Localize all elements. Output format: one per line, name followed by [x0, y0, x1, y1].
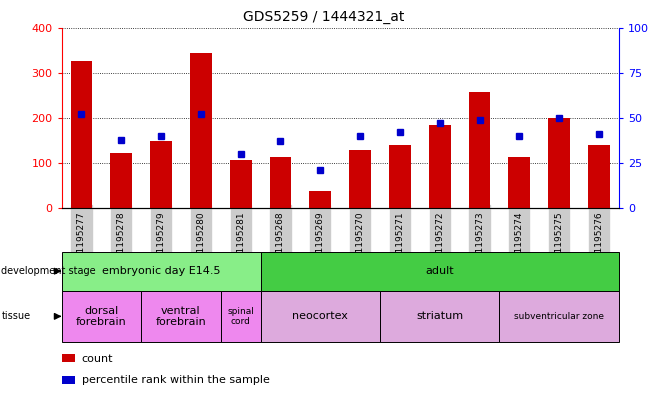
- Bar: [62, 376, 75, 384]
- Text: dorsal
forebrain: dorsal forebrain: [76, 306, 127, 327]
- Text: percentile rank within the sample: percentile rank within the sample: [82, 375, 270, 386]
- Text: GDS5259 / 1444321_at: GDS5259 / 1444321_at: [243, 10, 405, 24]
- Bar: [141, 291, 221, 342]
- Bar: [62, 252, 260, 291]
- Text: tissue: tissue: [1, 311, 30, 321]
- Bar: [548, 118, 570, 208]
- Bar: [260, 252, 619, 291]
- Text: adult: adult: [425, 266, 454, 276]
- Text: subventricular zone: subventricular zone: [514, 312, 604, 321]
- Bar: [260, 291, 380, 342]
- Bar: [110, 153, 132, 208]
- Bar: [270, 157, 292, 208]
- Bar: [380, 291, 500, 342]
- Bar: [349, 149, 371, 208]
- Bar: [71, 61, 93, 208]
- Bar: [62, 354, 75, 362]
- Text: spinal
cord: spinal cord: [227, 307, 254, 326]
- Bar: [500, 291, 619, 342]
- Bar: [309, 191, 331, 208]
- Text: development stage: development stage: [1, 266, 96, 276]
- Bar: [429, 125, 450, 208]
- Bar: [469, 92, 491, 208]
- Text: striatum: striatum: [416, 311, 463, 321]
- Bar: [389, 145, 411, 208]
- Text: embryonic day E14.5: embryonic day E14.5: [102, 266, 220, 276]
- Bar: [190, 53, 212, 208]
- Bar: [221, 291, 260, 342]
- Text: count: count: [82, 354, 113, 364]
- Bar: [150, 141, 172, 208]
- Text: neocortex: neocortex: [292, 311, 348, 321]
- Bar: [230, 160, 251, 208]
- Bar: [509, 157, 530, 208]
- Bar: [62, 291, 141, 342]
- Text: ventral
forebrain: ventral forebrain: [156, 306, 206, 327]
- Bar: [588, 145, 610, 208]
